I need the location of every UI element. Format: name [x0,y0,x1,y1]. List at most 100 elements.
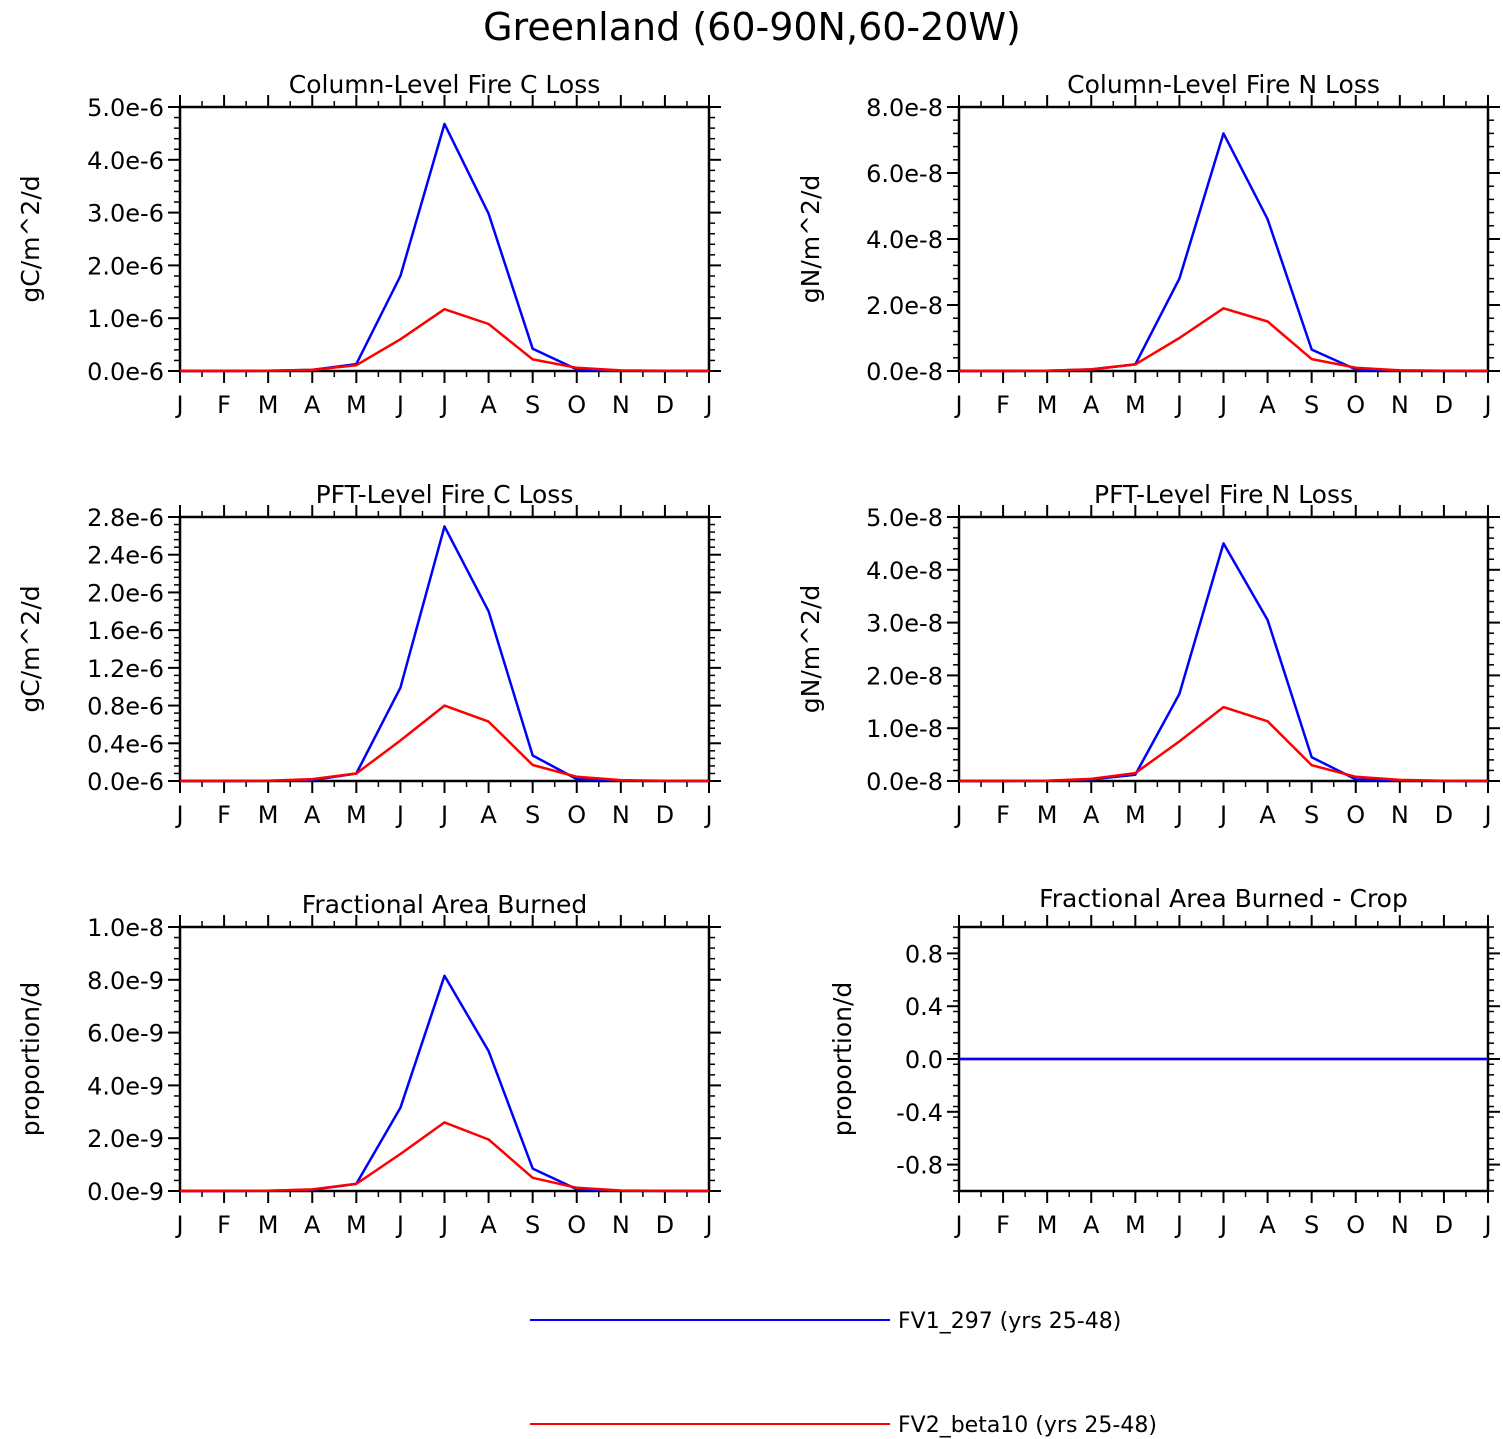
figure-title: Greenland (60-90N,60-20W) [483,5,1021,49]
x-tick-label: F [996,391,1010,419]
x-tick-label: M [1125,391,1146,419]
x-tick-label: D [656,801,674,829]
x-tick-label: N [612,801,630,829]
panel-title: PFT-Level Fire N Loss [1094,480,1353,509]
x-tick-label: F [217,1211,231,1239]
x-tick-label: S [1304,391,1319,419]
x-tick-label: N [1391,1211,1409,1239]
x-tick-label: M [1037,1211,1058,1239]
x-tick-label: J [395,391,404,419]
x-tick-label: M [346,391,367,419]
y-tick-label: 0.0e-8 [866,358,943,386]
y-tick-label: 5.0e-6 [87,94,164,122]
y-tick-label: 8.0e-8 [866,94,943,122]
x-tick-label: A [480,1211,497,1239]
legend-label-fv1: FV1_297 (yrs 25-48) [898,1309,1121,1334]
x-tick-label: A [480,391,497,419]
x-tick-label: N [1391,801,1409,829]
x-tick-label: J [174,801,183,829]
x-tick-label: M [1037,801,1058,829]
x-tick-label: A [480,801,497,829]
x-tick-label: O [567,1211,586,1239]
x-tick-label: J [1174,391,1183,419]
plot-frame [957,105,1490,373]
series-line-fv2-beta10-yrs-25-48 [180,704,710,783]
y-tick-label: 0.0e-6 [87,358,164,386]
y-tick-label: 2.8e-6 [87,504,164,532]
x-tick-label: J [1174,801,1183,829]
x-tick-label: F [996,801,1010,829]
x-tick-label: S [525,1211,540,1239]
x-tick-label: D [1435,801,1453,829]
x-tick-label: J [1482,391,1491,419]
x-tick-label: M [346,1211,367,1239]
x-tick-label: J [1218,801,1227,829]
y-tick-label: -0.4 [896,1099,943,1127]
plot-frame [178,925,711,1193]
x-tick-label: M [258,801,279,829]
y-tick-label: 1.2e-6 [87,655,164,683]
y-tick-label: 4.0e-9 [87,1072,164,1100]
x-tick-label: J [703,391,712,419]
x-tick-label: D [656,391,674,419]
y-tick-label: 2.0e-8 [866,292,943,320]
x-tick-label: J [953,1211,962,1239]
x-tick-label: S [525,391,540,419]
y-tick-label: 0.0e-8 [866,768,943,796]
y-tick-label: 1.0e-8 [866,715,943,743]
x-tick-label: A [304,391,321,419]
x-tick-label: N [612,391,630,419]
y-tick-label: 0.0 [905,1046,943,1074]
x-tick-label: M [1037,391,1058,419]
x-tick-label: O [567,391,586,419]
x-tick-label: D [1435,391,1453,419]
x-tick-label: M [258,391,279,419]
y-tick-label: 2.0e-6 [87,252,164,280]
x-tick-label: J [174,1211,183,1239]
y-tick-label: 4.0e-8 [866,557,943,585]
y-tick-label: 5.0e-8 [866,504,943,532]
x-tick-label: S [1304,801,1319,829]
x-tick-label: J [395,801,404,829]
x-tick-label: A [304,1211,321,1239]
panel-fractional-area-burned-crop: Fractional Area Burned - Crop proportion/… [828,884,1500,1239]
y-tick-label: 1.0e-6 [87,305,164,333]
panel-title: Fractional Area Burned [302,890,587,919]
series-line-fv2-beta10-yrs-25-48 [180,1121,710,1193]
x-tick-label: S [1304,1211,1319,1239]
y-tick-label: 6.0e-8 [866,160,943,188]
x-tick-label: J [953,391,962,419]
plot-frame [178,515,711,783]
x-tick-label: J [439,391,448,419]
panel-title: Column-Level Fire N Loss [1067,70,1380,99]
y-axis-label: gC/m^2/d [16,585,45,712]
x-tick-label: M [1125,801,1146,829]
series-line-fv2-beta10-yrs-25-48 [959,705,1489,783]
x-tick-label: O [1346,801,1365,829]
series-line-fv1-297-yrs-25-48 [959,132,1489,373]
y-tick-label: 0.8 [905,940,943,968]
x-tick-label: A [1083,391,1100,419]
y-tick-label: 4.0e-6 [87,147,164,175]
panel-title: Fractional Area Burned - Crop [1039,884,1408,913]
y-axis-label: gC/m^2/d [16,175,45,302]
x-tick-label: A [1259,391,1276,419]
y-tick-label: 2.0e-8 [866,662,943,690]
legend-label-fv2: FV2_beta10 (yrs 25-48) [898,1413,1157,1438]
x-tick-label: J [174,391,183,419]
x-tick-label: J [953,801,962,829]
x-tick-label: J [439,801,448,829]
y-tick-label: 3.0e-8 [866,610,943,638]
panel-title: PFT-Level Fire C Loss [316,480,574,509]
plot-frame [957,515,1490,783]
x-tick-label: J [395,1211,404,1239]
y-tick-label: 2.0e-9 [87,1125,164,1153]
series-line-fv1-297-yrs-25-48 [959,542,1489,783]
y-tick-label: 3.0e-6 [87,200,164,228]
x-tick-label: J [1482,1211,1491,1239]
